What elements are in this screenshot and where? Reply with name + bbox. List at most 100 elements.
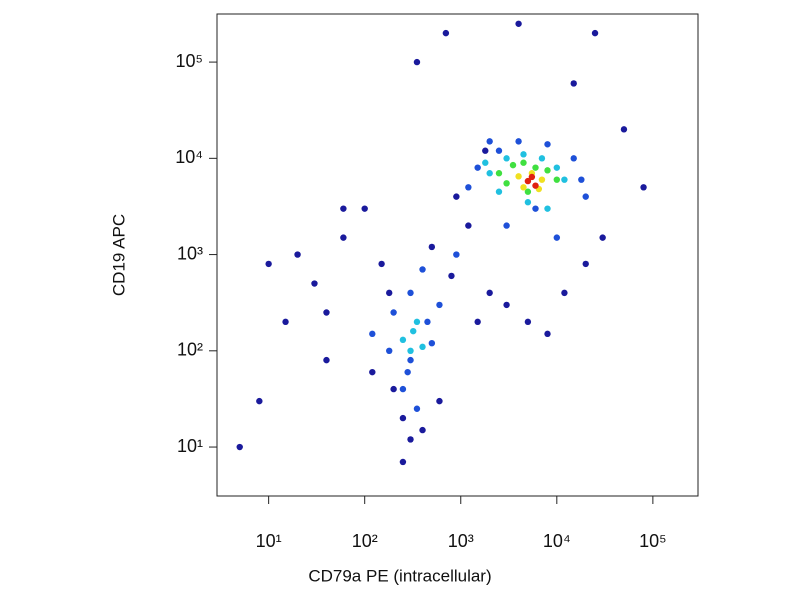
- data-point: [404, 368, 411, 376]
- data-point: [544, 330, 551, 338]
- data-point: [544, 205, 551, 212]
- data-point: [419, 426, 426, 434]
- data-point: [515, 173, 522, 180]
- data-point: [323, 356, 330, 364]
- data-point: [561, 176, 568, 183]
- data-point: [419, 343, 426, 351]
- data-point: [436, 301, 443, 309]
- data-point: [599, 234, 606, 241]
- data-point: [553, 176, 561, 183]
- data-point: [524, 199, 532, 206]
- data-point: [591, 29, 599, 37]
- data-point: [369, 368, 376, 376]
- data-point: [486, 170, 493, 177]
- data-point: [413, 58, 421, 66]
- data-point: [532, 164, 539, 171]
- data-point: [407, 436, 414, 443]
- x-tick-label: 10³: [448, 531, 474, 551]
- x-axis-title: CD79a PE (intracellular): [308, 566, 491, 585]
- data-point: [495, 188, 503, 195]
- data-point: [399, 385, 407, 393]
- data-point: [582, 260, 589, 268]
- data-point: [524, 318, 532, 326]
- y-axis-title: CD19 APC: [109, 214, 128, 296]
- data-point: [582, 193, 589, 200]
- data-point: [515, 138, 522, 145]
- y-tick-label: 10²: [177, 340, 203, 360]
- data-point: [553, 164, 561, 171]
- data-point: [561, 289, 568, 297]
- y-tick-label: 10³: [177, 243, 203, 263]
- data-point: [544, 141, 551, 148]
- data-point: [515, 20, 522, 27]
- data-point: [378, 260, 385, 268]
- data-point: [399, 336, 407, 344]
- data-point: [482, 147, 489, 154]
- data-point: [503, 180, 510, 187]
- data-point: [570, 155, 577, 162]
- data-point: [544, 167, 551, 174]
- data-point: [503, 301, 510, 309]
- data-point: [520, 151, 527, 158]
- data-point: [419, 266, 426, 273]
- data-point: [503, 222, 510, 229]
- data-point: [453, 193, 460, 200]
- data-point: [265, 260, 272, 268]
- data-point: [465, 184, 472, 191]
- data-point: [442, 29, 450, 37]
- x-tick-label: 10⁵: [639, 531, 666, 551]
- data-point: [407, 289, 414, 297]
- data-point: [538, 155, 546, 162]
- data-point: [486, 289, 493, 297]
- y-tick-label: 10⁴: [175, 147, 203, 167]
- data-point: [520, 184, 527, 191]
- data-point: [399, 458, 407, 466]
- data-point: [340, 234, 347, 241]
- data-point: [453, 251, 460, 258]
- data-point: [520, 159, 527, 166]
- data-point: [390, 385, 397, 393]
- data-point: [407, 347, 414, 355]
- data-point: [407, 356, 414, 364]
- data-point: [256, 397, 263, 405]
- data-point: [323, 309, 330, 316]
- data-point: [524, 177, 532, 185]
- data-point: [532, 205, 539, 212]
- data-point: [413, 405, 421, 412]
- data-point: [570, 80, 577, 87]
- data-point: [294, 251, 301, 258]
- y-tick-label: 10⁵: [176, 51, 203, 71]
- data-point: [532, 182, 539, 189]
- data-point: [503, 155, 510, 162]
- data-point: [410, 327, 417, 335]
- x-tick-label: 10²: [352, 531, 378, 551]
- data-point: [428, 243, 436, 251]
- data-point: [538, 176, 546, 183]
- data-point: [390, 309, 397, 316]
- data-point: [361, 205, 368, 212]
- data-point: [528, 173, 536, 181]
- data-point: [482, 159, 489, 166]
- data-point: [495, 147, 503, 154]
- data-point: [399, 414, 407, 422]
- data-point: [465, 222, 472, 229]
- data-point: [386, 289, 393, 297]
- x-tick-label: 10¹: [256, 531, 282, 551]
- data-point: [448, 272, 455, 280]
- data-point: [486, 138, 493, 145]
- data-point: [436, 397, 443, 405]
- data-point: [369, 330, 376, 338]
- y-tick-label: 10¹: [177, 436, 203, 456]
- data-point: [553, 234, 561, 241]
- data-point: [428, 339, 436, 347]
- data-point: [495, 170, 503, 177]
- data-point: [509, 161, 517, 169]
- data-point: [311, 280, 318, 287]
- data-point: [524, 188, 532, 195]
- data-point: [424, 318, 431, 326]
- data-point: [386, 347, 393, 355]
- data-point: [640, 184, 647, 191]
- data-point: [474, 318, 481, 326]
